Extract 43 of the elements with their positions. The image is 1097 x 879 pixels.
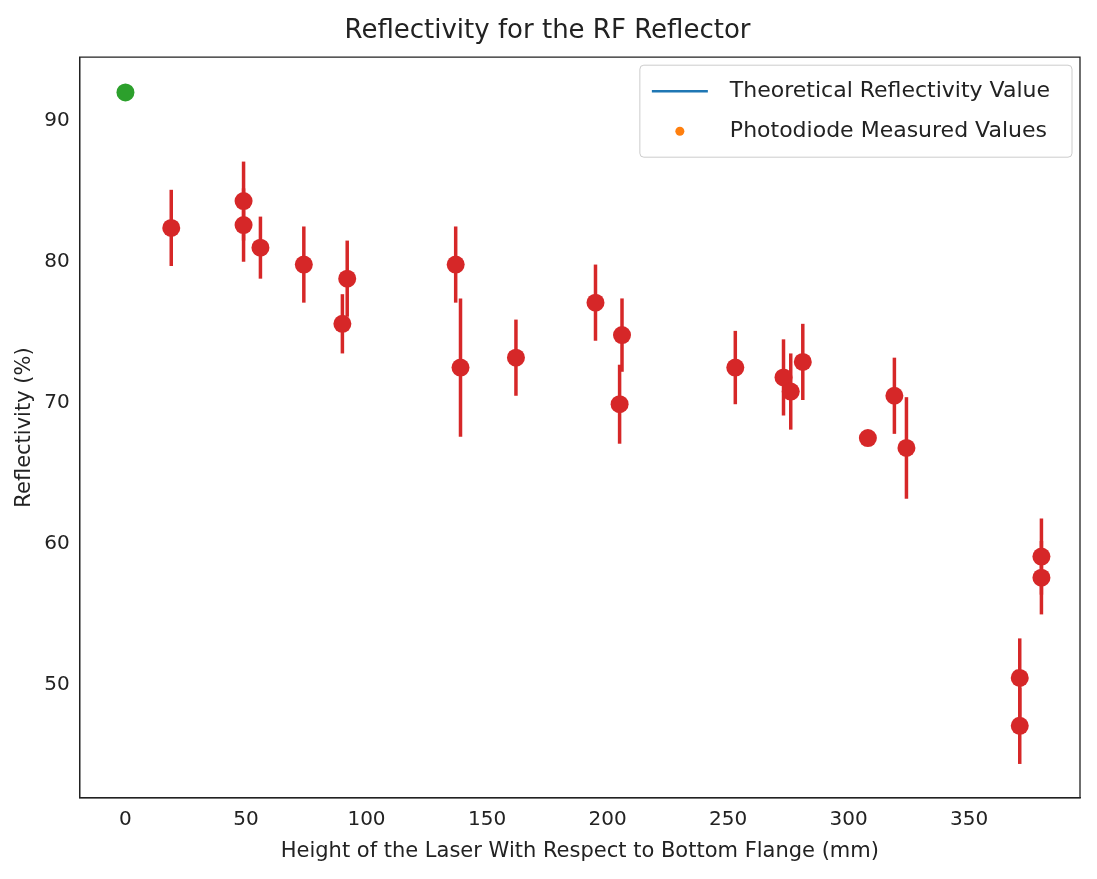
- point: [1032, 568, 1051, 587]
- point: [234, 216, 253, 235]
- y-tick-label: 60: [44, 530, 70, 555]
- y-tick-label: 80: [44, 247, 70, 272]
- point: [1010, 716, 1029, 735]
- point: [294, 255, 313, 274]
- x-tick-label: 300: [829, 806, 868, 830]
- point: [234, 192, 253, 211]
- x-tick-label: 50: [233, 806, 259, 830]
- y-axis-title: Reflectivity (%): [11, 347, 36, 508]
- legend-label: Theoretical Reflectivity Value: [728, 76, 1050, 102]
- x-tick-label: 250: [708, 806, 748, 830]
- point: [1010, 668, 1029, 687]
- x-tick-label: 150: [467, 806, 507, 830]
- chart-title: Reflectivity for the RF Reflector: [344, 14, 751, 45]
- x-tick-label: 0: [119, 806, 132, 830]
- point: [451, 358, 470, 377]
- y-tick-label: 50: [44, 671, 70, 696]
- point: [897, 438, 916, 457]
- point: [726, 358, 745, 377]
- x-tick-label: 350: [950, 806, 989, 830]
- point: [446, 255, 465, 274]
- x-axis-title: Height of the Laser With Respect to Bottom Flange (mm): [280, 837, 879, 862]
- y-tick-label: 90: [44, 106, 70, 131]
- point: [793, 352, 812, 371]
- x-tick-label: 200: [588, 806, 627, 830]
- point: [1032, 547, 1051, 566]
- point: [251, 238, 270, 257]
- point: [586, 293, 605, 312]
- point: [610, 395, 629, 414]
- point: [885, 386, 904, 405]
- point: [781, 382, 800, 401]
- point: [774, 368, 793, 387]
- point: [116, 83, 135, 102]
- point: [858, 429, 877, 448]
- point: [333, 314, 352, 333]
- legend-label: Photodiode Measured Values: [729, 116, 1047, 142]
- point: [162, 218, 181, 237]
- y-tick-label: 70: [44, 389, 70, 414]
- point: [613, 326, 632, 345]
- point: [506, 348, 525, 367]
- x-tick-label: 100: [347, 806, 386, 830]
- point: [338, 269, 357, 288]
